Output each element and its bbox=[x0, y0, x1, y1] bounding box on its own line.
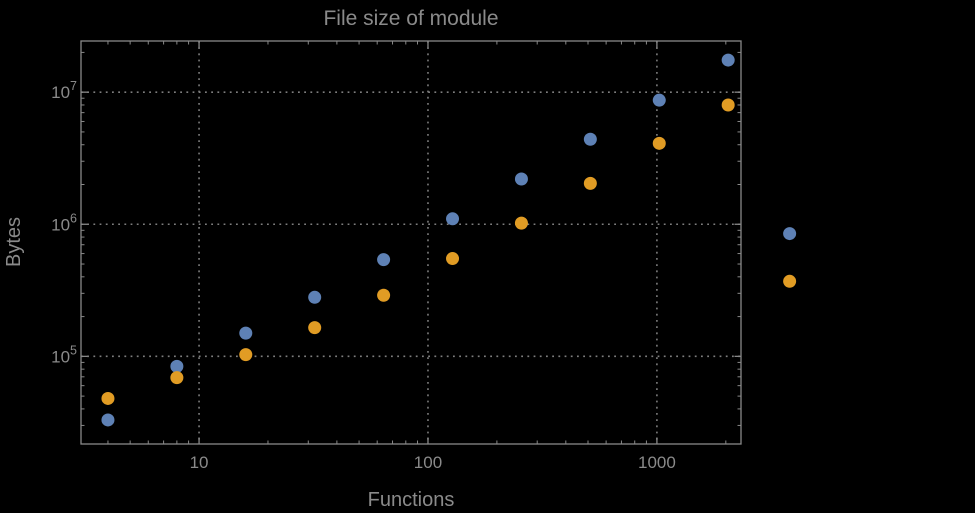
data-point-series-blue bbox=[446, 212, 460, 226]
x-tick-label: 1000 bbox=[638, 453, 676, 472]
data-point-series-orange bbox=[101, 391, 115, 405]
chart-render-layer: 10 100 1000 105 106 107 bbox=[51, 40, 797, 472]
data-point-series-orange bbox=[652, 136, 666, 150]
data-point-series-blue bbox=[377, 253, 391, 267]
x-tick-label: 100 bbox=[414, 453, 442, 472]
data-point-series-blue bbox=[101, 413, 115, 427]
data-point-series-blue bbox=[239, 326, 253, 340]
data-point-series-blue bbox=[514, 172, 528, 186]
data-point-series-blue bbox=[308, 290, 322, 304]
y-tick-label: 106 bbox=[51, 211, 77, 234]
data-point-series-orange bbox=[377, 288, 391, 302]
data-point-series-blue bbox=[783, 227, 797, 241]
data-point-series-orange bbox=[583, 176, 597, 190]
x-tick-label: 10 bbox=[190, 453, 209, 472]
y-axis-label: Bytes bbox=[3, 217, 25, 267]
chart-title: File size of module bbox=[323, 7, 498, 30]
data-point-series-orange bbox=[308, 321, 322, 335]
data-point-series-orange bbox=[721, 98, 735, 112]
data-point-series-orange bbox=[446, 252, 460, 266]
data-point-series-blue bbox=[652, 93, 666, 107]
data-point-series-orange bbox=[239, 348, 253, 362]
data-point-series-orange bbox=[783, 274, 797, 288]
data-point-series-orange bbox=[170, 371, 184, 385]
data-point-series-blue bbox=[583, 132, 597, 146]
y-tick-label: 105 bbox=[51, 343, 77, 366]
plot-frame bbox=[80, 40, 742, 445]
data-point-series-blue bbox=[170, 359, 184, 373]
y-tick-label: 107 bbox=[51, 79, 77, 102]
data-point-series-orange bbox=[514, 216, 528, 230]
x-axis-label: Functions bbox=[368, 489, 455, 511]
data-point-series-blue bbox=[721, 53, 735, 67]
